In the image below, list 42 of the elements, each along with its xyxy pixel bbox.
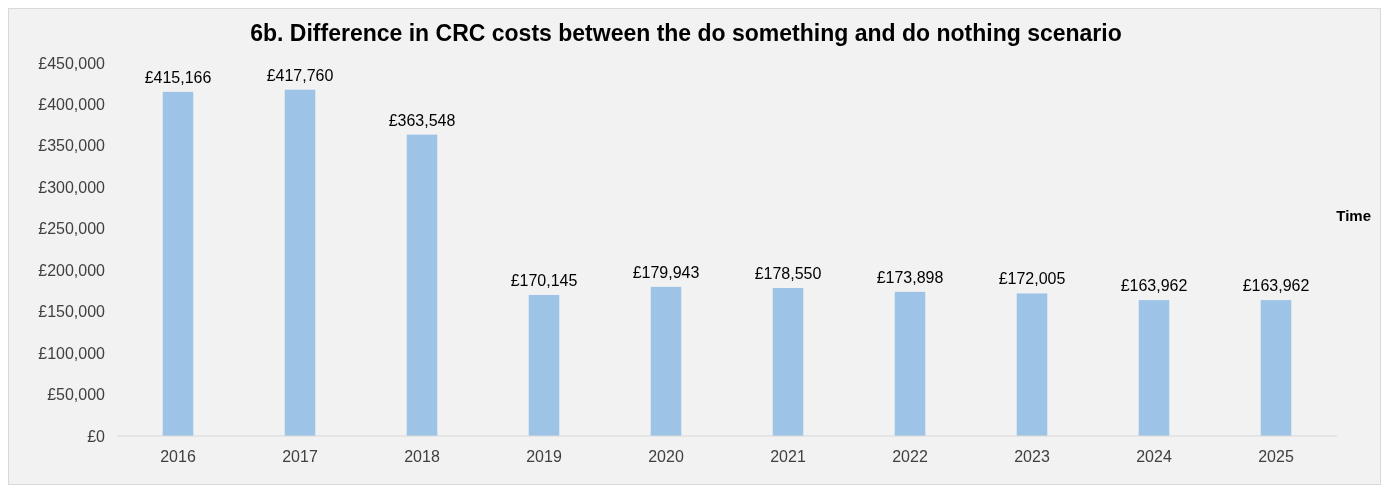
chart-title: 6b. Difference in CRC costs between the do something and do nothing scenario xyxy=(250,20,1122,46)
bar xyxy=(650,286,682,436)
y-tick-label: £250,000 xyxy=(38,220,106,238)
bar xyxy=(406,134,438,436)
y-tick-label: £200,000 xyxy=(38,261,106,279)
y-tick-label: £50,000 xyxy=(47,386,106,404)
y-tick-label: £150,000 xyxy=(38,303,106,321)
bar xyxy=(1260,300,1292,436)
x-tick-label: 2017 xyxy=(282,448,318,465)
data-label: £170,145 xyxy=(510,271,578,289)
bar xyxy=(284,89,316,436)
data-label: £172,005 xyxy=(998,270,1066,288)
x-tick-label: 2018 xyxy=(404,448,440,465)
x-tick-label: 2021 xyxy=(770,448,806,465)
y-tick-label: £300,000 xyxy=(38,178,106,196)
x-tick-label: 2022 xyxy=(892,448,928,465)
x-tick-label: 2025 xyxy=(1258,448,1294,465)
x-axis-title: Time xyxy=(1336,207,1371,224)
bar xyxy=(894,291,926,436)
bar xyxy=(162,91,194,436)
data-label: £173,898 xyxy=(876,268,944,286)
y-tick-label: £0 xyxy=(87,427,106,445)
data-label: £415,166 xyxy=(144,68,212,86)
data-label: £163,962 xyxy=(1242,277,1310,295)
data-label: £179,943 xyxy=(632,263,700,281)
y-tick-label: £100,000 xyxy=(38,344,106,362)
bar xyxy=(528,294,560,436)
data-label: £163,962 xyxy=(1120,277,1188,295)
bar xyxy=(772,288,804,436)
bar xyxy=(1016,293,1048,436)
data-label: £178,550 xyxy=(754,265,822,282)
bar xyxy=(1138,300,1170,436)
x-tick-label: 2019 xyxy=(526,448,562,465)
y-tick-label: £350,000 xyxy=(38,137,106,155)
y-tick-label: £450,000 xyxy=(38,54,106,72)
x-tick-label: 2023 xyxy=(1014,448,1050,465)
x-tick-label: 2024 xyxy=(1136,448,1172,465)
data-label: £417,760 xyxy=(266,66,334,84)
y-tick-label: £400,000 xyxy=(38,96,106,114)
x-tick-label: 2016 xyxy=(160,448,196,465)
data-label: £363,548 xyxy=(388,111,456,129)
x-tick-label: 2020 xyxy=(648,448,684,465)
